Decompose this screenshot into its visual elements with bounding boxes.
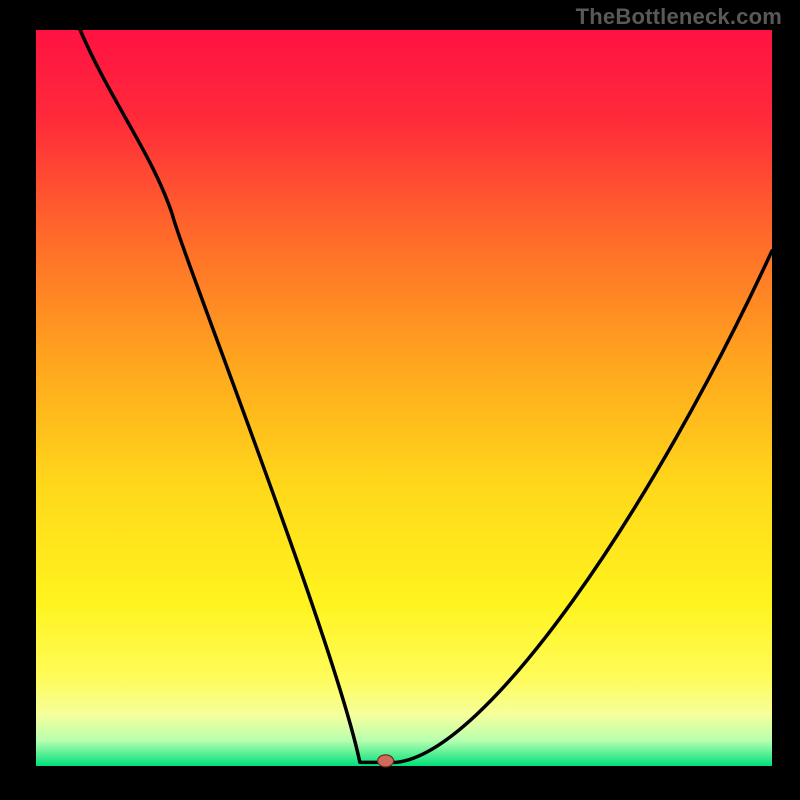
plot-background-gradient (36, 30, 772, 766)
valley-marker (378, 755, 394, 767)
watermark-text: TheBottleneck.com (576, 4, 782, 30)
chart-container: TheBottleneck.com (0, 0, 800, 800)
bottleneck-chart (0, 0, 800, 800)
